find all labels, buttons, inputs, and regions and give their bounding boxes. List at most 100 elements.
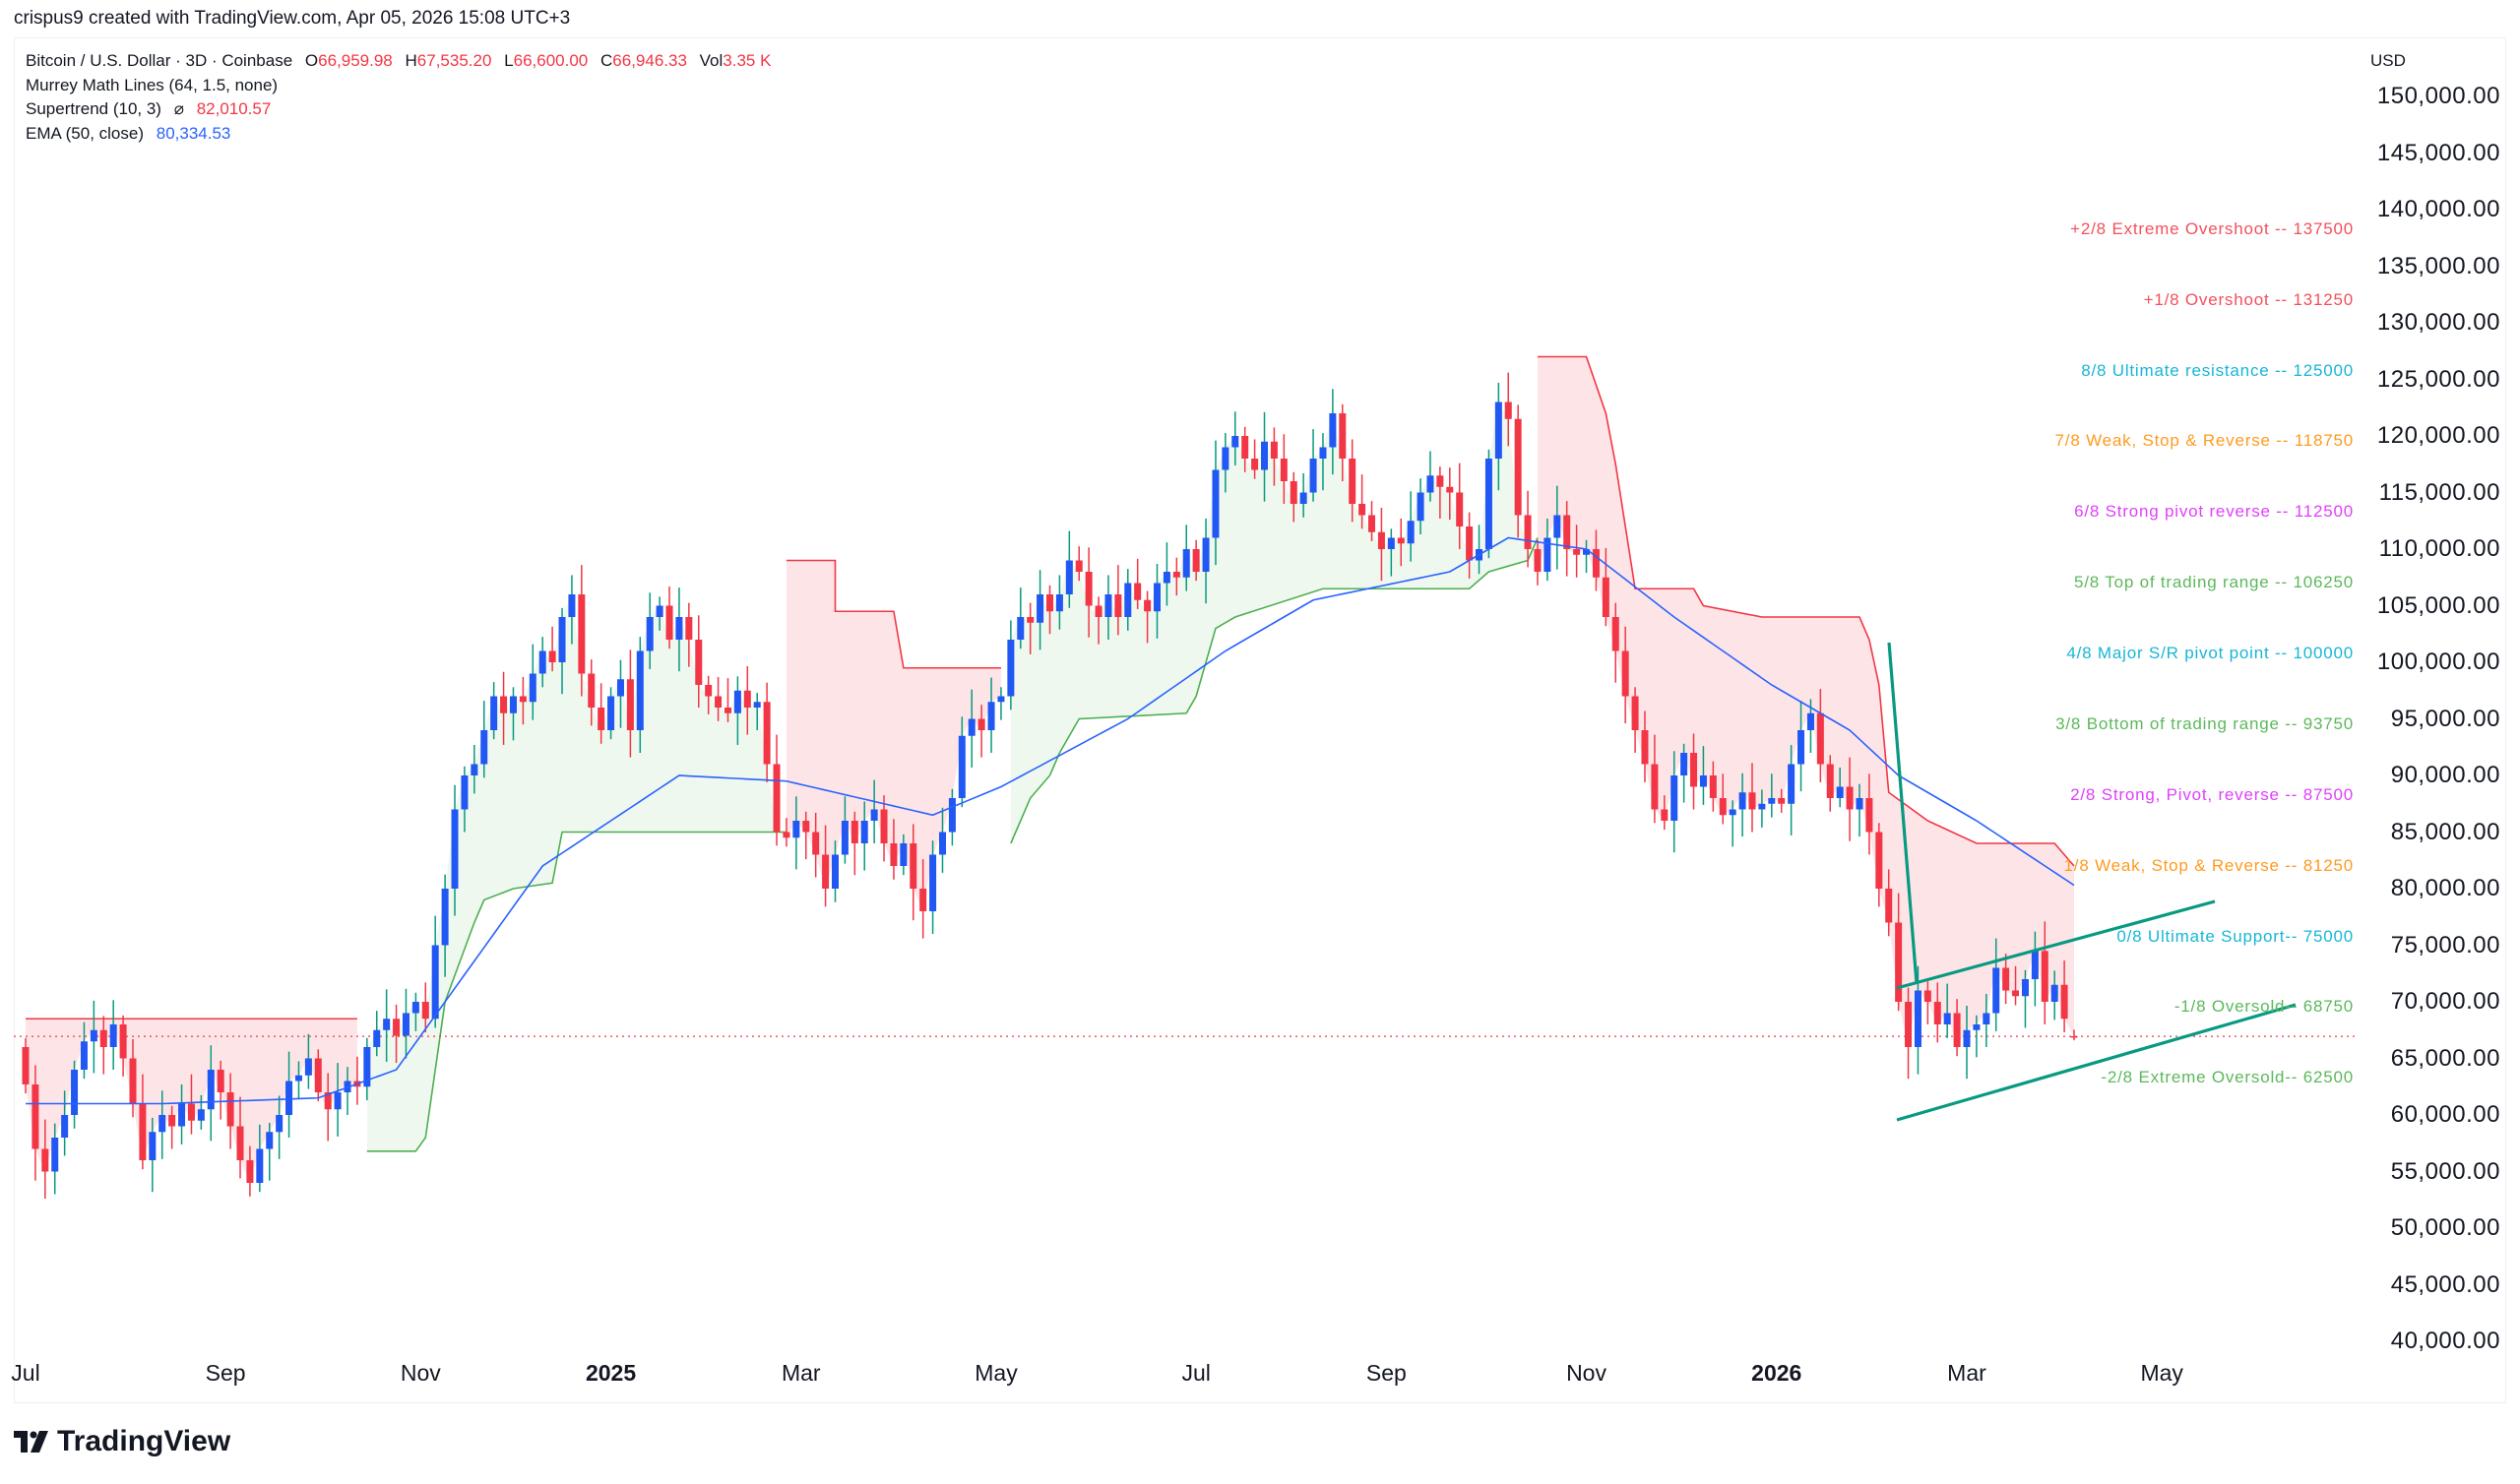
candle-body: [2070, 1035, 2078, 1038]
candle-body: [929, 854, 937, 911]
ema-legend[interactable]: EMA (50, close) 80,334.53: [26, 122, 771, 147]
candle-body: [1377, 531, 1385, 549]
candle-body: [529, 673, 536, 703]
candle-body: [2031, 951, 2039, 979]
murrey-line-label: 8/8 Ultimate resistance -- 125000: [2081, 360, 2354, 380]
time-tick-label: Jul: [1181, 1360, 1211, 1386]
time-tick-label: Mar: [781, 1360, 821, 1386]
price-tick-label: 125,000.00: [2376, 365, 2500, 393]
candle-body: [90, 1029, 97, 1042]
candle-body: [1124, 583, 1132, 617]
candle-body: [1329, 413, 1337, 448]
tradingview-logo[interactable]: TradingView: [14, 1425, 230, 1458]
open-value: 66,959.98: [318, 51, 393, 70]
price-tick-label: 50,000.00: [2390, 1214, 2500, 1241]
time-tick-label: Jul: [11, 1360, 40, 1386]
chart-panel[interactable]: [14, 37, 2506, 1403]
candle-body: [870, 809, 878, 821]
candle-body: [1172, 572, 1180, 578]
price-tick-label: 130,000.00: [2376, 309, 2500, 336]
candle-body: [266, 1132, 274, 1149]
candle-body: [149, 1132, 157, 1160]
chart-credit: crispus9 created with TradingView.com, A…: [14, 8, 571, 29]
candle-body: [1309, 459, 1317, 493]
price-tick-label: 135,000.00: [2376, 252, 2500, 279]
candle-body: [1514, 418, 1522, 516]
candle-body: [538, 650, 546, 674]
candle-body: [1494, 402, 1502, 459]
candle-body: [1748, 792, 1756, 810]
candle-body: [675, 617, 683, 640]
time-tick-label: 2026: [1751, 1360, 1802, 1386]
candle-body: [607, 696, 615, 730]
candle-body: [1544, 537, 1551, 572]
candle-body: [1680, 753, 1688, 775]
candle-body: [1631, 696, 1639, 730]
murrey-line-label: 7/8 Weak, Stop & Reverse -- 118750: [2054, 431, 2354, 451]
low-value: 66,600.00: [513, 51, 589, 70]
candle-body: [519, 696, 527, 703]
murrey-line-label: 4/8 Major S/R pivot point -- 100000: [2066, 644, 2354, 662]
candle-body: [1836, 786, 1844, 798]
candle-body: [480, 730, 488, 765]
candle-body: [763, 702, 771, 765]
candle-body: [41, 1148, 49, 1172]
murrey-legend[interactable]: Murrey Math Lines (64, 1.5, none): [26, 74, 771, 98]
candle-body: [890, 843, 898, 866]
ema-50-line: [26, 536, 2075, 1105]
candle-body: [958, 735, 966, 798]
candle-body: [2050, 984, 2058, 1002]
candle-body: [1270, 441, 1278, 459]
candle-body: [471, 764, 478, 775]
candle-body: [1524, 515, 1532, 549]
price-tick-label: 105,000.00: [2376, 591, 2500, 619]
candle-body: [80, 1041, 88, 1070]
candle-body: [1017, 617, 1025, 640]
candle-body: [948, 798, 956, 833]
candle-body: [1592, 549, 1600, 578]
candle-body: [393, 1019, 401, 1036]
candle-body: [812, 832, 820, 855]
candle-body: [285, 1081, 293, 1115]
price-tick-label: 120,000.00: [2376, 422, 2500, 449]
candle-body: [441, 889, 449, 946]
price-tick-label: 90,000.00: [2390, 762, 2500, 788]
supertrend-fill-up: [366, 594, 787, 1151]
murrey-line-label: -1/8 Oversold-- 68750: [2174, 997, 2354, 1017]
candle-body: [919, 889, 927, 911]
candle-body: [1933, 1002, 1941, 1024]
candle-body: [910, 843, 917, 889]
candle-body: [2021, 979, 2029, 997]
candle-body: [1222, 447, 1229, 470]
time-tick-label: May: [2140, 1360, 2183, 1386]
candle-body: [1319, 447, 1327, 459]
candle-body: [197, 1109, 205, 1121]
candle-body: [568, 594, 576, 617]
candle-body: [695, 640, 703, 685]
murrey-title: Murrey Math Lines (64, 1.5, none): [26, 75, 279, 94]
candle-body: [207, 1070, 215, 1110]
price-tick-label: 75,000.00: [2390, 931, 2500, 958]
candle-body: [119, 1024, 127, 1059]
candle-body: [1339, 413, 1347, 459]
candle-body: [1895, 922, 1903, 1002]
symbol-legend[interactable]: Bitcoin / U.S. Dollar · 3D · Coinbase O6…: [26, 49, 771, 74]
candle-body: [1095, 605, 1102, 617]
candle-body: [1719, 798, 1727, 816]
candle-body: [461, 775, 469, 810]
candle-body: [733, 690, 741, 713]
candle-body: [656, 605, 663, 617]
supertrend-symbol: ⌀: [173, 99, 184, 118]
logo-text: TradingView: [57, 1425, 231, 1457]
candle-body: [1768, 798, 1776, 804]
candle-body: [1583, 549, 1591, 555]
candle-body: [304, 1058, 312, 1076]
supertrend-legend[interactable]: Supertrend (10, 3) ⌀ 82,010.57: [26, 97, 771, 122]
candle-body: [880, 809, 888, 843]
candle-body: [1973, 1024, 1981, 1030]
price-tick-label: 80,000.00: [2390, 875, 2500, 901]
candle-body: [841, 821, 849, 855]
murrey-labels: +2/8 Extreme Overshoot -- 137500 +1/8 Ove…: [2054, 219, 2354, 1087]
candle-body: [2012, 990, 2020, 997]
